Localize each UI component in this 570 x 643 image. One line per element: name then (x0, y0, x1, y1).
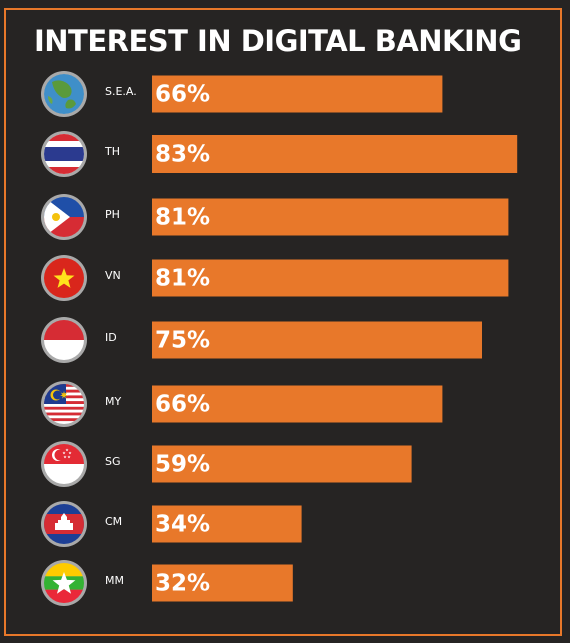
category-label-cm: CM (105, 515, 122, 528)
bar-sg (152, 445, 412, 483)
bar-my (152, 385, 443, 423)
data-label-s-e-a: 66% (155, 82, 210, 108)
category-label-sg: SG (105, 455, 121, 468)
category-label-mm: MM (105, 574, 124, 587)
category-label-ph: PH (105, 208, 120, 221)
category-label-my: MY (105, 395, 121, 408)
bar-id (152, 321, 482, 359)
data-label-vn: 81% (155, 266, 210, 292)
data-label-sg: 59% (155, 452, 210, 478)
category-label-id: ID (105, 331, 117, 344)
malaysia-flag-icon (41, 381, 87, 427)
bar-cm (152, 505, 302, 543)
singapore-flag-icon (41, 441, 87, 487)
data-label-mm: 32% (155, 571, 210, 597)
indonesia-flag-icon (41, 317, 87, 363)
bar-th (152, 135, 518, 173)
chart-title: INTEREST IN DIGITAL BANKING (34, 24, 522, 58)
data-label-my: 66% (155, 392, 210, 418)
category-label-s-e-a: S.E.A. (105, 85, 137, 98)
thailand-flag-icon (41, 131, 87, 177)
vietnam-flag-icon (41, 255, 87, 301)
globe-icon (41, 71, 87, 117)
bar-vn (152, 259, 509, 297)
data-label-cm: 34% (155, 512, 210, 538)
bar-mm (152, 564, 293, 602)
chart-frame (4, 8, 562, 636)
category-label-vn: VN (105, 269, 121, 282)
category-label-th: TH (104, 145, 120, 158)
philippines-flag-icon (41, 194, 87, 240)
bar-ph (152, 198, 509, 236)
cambodia-flag-icon (41, 501, 87, 547)
bar-s-e-a (152, 75, 443, 113)
data-label-th: 83% (155, 142, 210, 168)
myanmar-flag-icon (41, 560, 87, 606)
data-label-ph: 81% (155, 205, 210, 231)
data-label-id: 75% (155, 328, 210, 354)
